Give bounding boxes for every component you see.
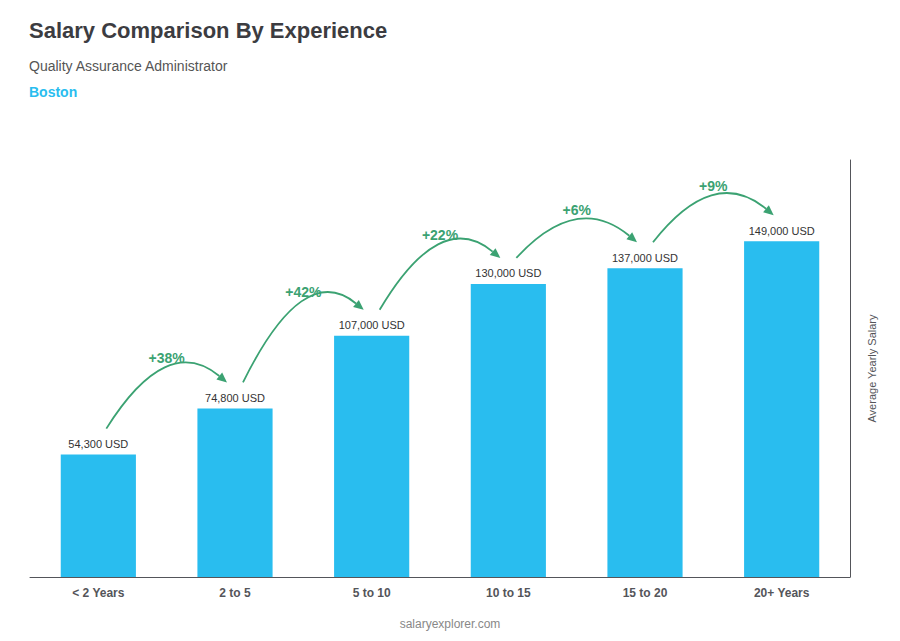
svg-text:Average Yearly Salary: Average Yearly Salary [866, 314, 878, 423]
svg-text:10 to 15: 10 to 15 [486, 586, 531, 600]
svg-text:149,000 USD: 149,000 USD [749, 225, 815, 237]
svg-text:Salary Comparison By Experienc: Salary Comparison By Experience [29, 18, 387, 43]
svg-text:107,000 USD: 107,000 USD [339, 319, 405, 331]
svg-text:+42%: +42% [285, 284, 322, 300]
svg-text:+9%: +9% [699, 178, 728, 194]
svg-text:137,000 USD: 137,000 USD [612, 252, 678, 264]
svg-text:5 to 10: 5 to 10 [353, 586, 391, 600]
svg-text:< 2 Years: < 2 Years [72, 586, 124, 600]
svg-text:15 to 20: 15 to 20 [623, 586, 668, 600]
svg-text:130,000 USD: 130,000 USD [475, 267, 541, 279]
svg-text:+22%: +22% [422, 227, 459, 243]
svg-text:Boston: Boston [29, 84, 77, 100]
svg-text:2 to 5: 2 to 5 [219, 586, 251, 600]
svg-text:+6%: +6% [562, 202, 591, 218]
svg-text:Quality Assurance Administrato: Quality Assurance Administrator [29, 58, 228, 74]
svg-text:+38%: +38% [149, 350, 186, 366]
svg-text:54,300 USD: 54,300 USD [68, 438, 128, 450]
svg-text:salaryexplorer.com: salaryexplorer.com [400, 617, 501, 631]
svg-text:74,800 USD: 74,800 USD [205, 392, 265, 404]
svg-text:20+ Years: 20+ Years [754, 586, 810, 600]
